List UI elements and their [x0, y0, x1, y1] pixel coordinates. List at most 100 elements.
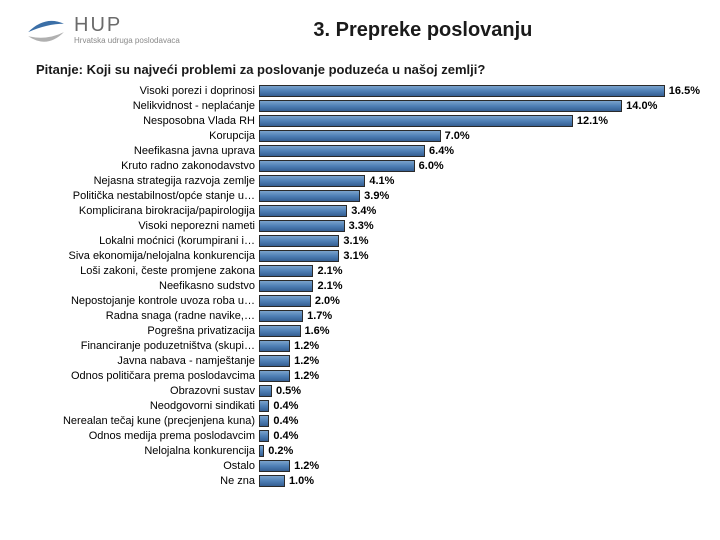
bar-zone: 1.2%	[259, 338, 700, 353]
bar-value: 1.0%	[289, 475, 314, 487]
bar-label: Nerealan tečaj kune (precjenjena kuna)	[0, 415, 259, 427]
bar-zone: 0.4%	[259, 398, 700, 413]
bar	[259, 115, 573, 127]
bar-label: Nejasna strategija razvoja zemlje	[0, 175, 259, 187]
bar-zone: 2.0%	[259, 293, 700, 308]
bar-zone: 0.4%	[259, 413, 700, 428]
bar-label: Siva ekonomija/nelojalna konkurencija	[0, 250, 259, 262]
bar	[259, 265, 313, 277]
bar	[259, 160, 415, 172]
bar	[259, 250, 339, 262]
bar-zone: 6.0%	[259, 158, 700, 173]
bar-label: Nepostojanje kontrole uvoza roba u…	[0, 295, 259, 307]
bar-label: Odnos medija prema poslodavcim	[0, 430, 259, 442]
bar-zone: 14.0%	[259, 98, 700, 113]
bar-zone: 3.1%	[259, 233, 700, 248]
bar-label: Obrazovni sustav	[0, 385, 259, 397]
chart-row: Visoki neporezni nameti3.3%	[0, 218, 700, 233]
chart-row: Obrazovni sustav0.5%	[0, 383, 700, 398]
bar-value: 12.1%	[577, 115, 608, 127]
bar-value: 0.4%	[273, 400, 298, 412]
bar	[259, 415, 269, 427]
bar-value: 3.9%	[364, 190, 389, 202]
bar	[259, 310, 303, 322]
bar-zone: 4.1%	[259, 173, 700, 188]
bar-value: 1.2%	[294, 460, 319, 472]
page-title: 3. Prepreke poslovanju	[190, 19, 696, 42]
bar-zone: 3.4%	[259, 203, 700, 218]
bar-label: Pogrešna privatizacija	[0, 325, 259, 337]
bar-label: Nelojalna konkurencija	[0, 445, 259, 457]
chart-row: Kruto radno zakonodavstvo 6.0%	[0, 158, 700, 173]
chart-row: Loši zakoni, česte promjene zakona 2.1%	[0, 263, 700, 278]
bar-zone: 3.1%	[259, 248, 700, 263]
bar	[259, 190, 360, 202]
bar-label: Financiranje poduzetništva (skupi…	[0, 340, 259, 352]
chart-row: Visoki porezi i doprinosi16.5%	[0, 83, 700, 98]
bar-zone: 1.2%	[259, 353, 700, 368]
chart-row: Nepostojanje kontrole uvoza roba u…2.0%	[0, 293, 700, 308]
bar-label: Kruto radno zakonodavstvo	[0, 160, 259, 172]
bar-zone: 3.9%	[259, 188, 700, 203]
bar-label: Nesposobna Vlada RH	[0, 115, 259, 127]
bar-value: 6.4%	[429, 145, 454, 157]
bar-label: Loši zakoni, česte promjene zakona	[0, 265, 259, 277]
chart-row: Pogrešna privatizacija 1.6%	[0, 323, 700, 338]
bar-label: Radna snaga (radne navike,…	[0, 310, 259, 322]
chart-row: Neefikasno sudstvo2.1%	[0, 278, 700, 293]
chart-row: Nejasna strategija razvoja zemlje4.1%	[0, 173, 700, 188]
bar-label: Nelikvidnost - neplaćanje	[0, 100, 259, 112]
bar-zone: 12.1%	[259, 113, 700, 128]
bar	[259, 430, 269, 442]
header: HUP Hrvatska udruga poslodavaca 3. Prepr…	[0, 0, 720, 54]
bar	[259, 460, 290, 472]
bar-value: 16.5%	[669, 85, 700, 97]
bar-zone: 6.4%	[259, 143, 700, 158]
bar-label: Neefikasna javna uprava	[0, 145, 259, 157]
bar-zone: 0.5%	[259, 383, 700, 398]
bar-value: 7.0%	[445, 130, 470, 142]
chart-row: Nelojalna konkurencija 0.2%	[0, 443, 700, 458]
bar-value: 3.1%	[343, 235, 368, 247]
chart-row: Ne zna1.0%	[0, 473, 700, 488]
chart-row: Politička nestabilnost/opće stanje u…3.9…	[0, 188, 700, 203]
bar-value: 0.4%	[273, 415, 298, 427]
bar	[259, 220, 345, 232]
logo-subtitle: Hrvatska udruga poslodavaca	[74, 37, 180, 45]
bar-zone: 3.3%	[259, 218, 700, 233]
bar-zone: 1.2%	[259, 368, 700, 383]
bar-zone: 0.4%	[259, 428, 700, 443]
bar	[259, 325, 301, 337]
bar	[259, 130, 441, 142]
bar-value: 6.0%	[419, 160, 444, 172]
bar-value: 1.6%	[305, 325, 330, 337]
chart-row: Neodgovorni sindikati0.4%	[0, 398, 700, 413]
bar	[259, 205, 347, 217]
chart-row: Korupcija7.0%	[0, 128, 700, 143]
bar-value: 0.2%	[268, 445, 293, 457]
bar	[259, 145, 425, 157]
bar	[259, 85, 665, 97]
bar	[259, 355, 290, 367]
logo-title: HUP	[74, 15, 180, 35]
bar-label: Lokalni moćnici (korumpirani i…	[0, 235, 259, 247]
chart-row: Siva ekonomija/nelojalna konkurencija 3.1…	[0, 248, 700, 263]
bar-value: 1.2%	[294, 340, 319, 352]
bar-label: Ostalo	[0, 460, 259, 472]
chart-row: Lokalni moćnici (korumpirani i… 3.1%	[0, 233, 700, 248]
bar-value: 1.2%	[294, 370, 319, 382]
bar-value: 0.4%	[273, 430, 298, 442]
bar-value: 3.3%	[349, 220, 374, 232]
bar	[259, 280, 313, 292]
chart-row: Neefikasna javna uprava 6.4%	[0, 143, 700, 158]
chart-row: Komplicirana birokracija/papirologija3.4…	[0, 203, 700, 218]
chart-row: Ostalo 1.2%	[0, 458, 700, 473]
bar-value: 2.1%	[317, 265, 342, 277]
chart-row: Nelikvidnost - neplaćanje14.0%	[0, 98, 700, 113]
chart-row: Nesposobna Vlada RH 12.1%	[0, 113, 700, 128]
bar	[259, 400, 269, 412]
bar-zone: 1.0%	[259, 473, 700, 488]
bar	[259, 385, 272, 397]
bar-value: 3.1%	[343, 250, 368, 262]
bar	[259, 100, 622, 112]
